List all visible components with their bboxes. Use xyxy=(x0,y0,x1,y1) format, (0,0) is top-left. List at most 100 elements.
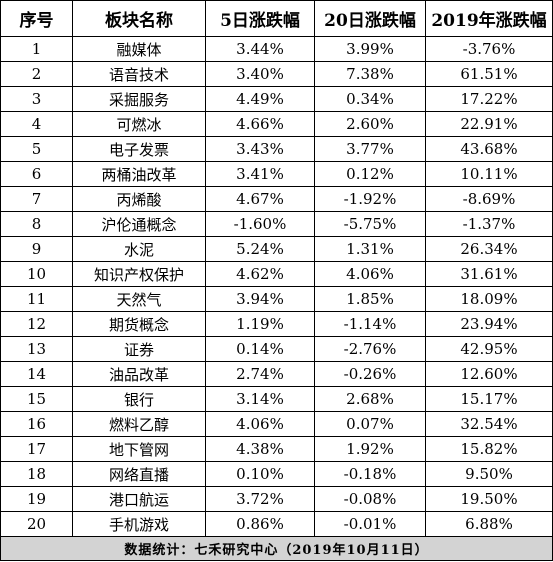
cell-sector-name: 两桶油改革 xyxy=(72,161,206,187)
cell-sector-name: 银行 xyxy=(72,386,206,412)
cell-sector-name: 沪伦通概念 xyxy=(72,211,206,237)
cell-sector-name: 水泥 xyxy=(72,236,206,262)
cell-2019-change: 18.09% xyxy=(425,286,553,312)
cell-2019-change: 10.11% xyxy=(425,161,553,187)
cell-index: 9 xyxy=(0,236,73,262)
header-index: 序号 xyxy=(0,0,73,37)
cell-sector-name: 期货概念 xyxy=(72,311,206,337)
cell-20day-change: 3.99% xyxy=(314,36,426,62)
cell-index: 7 xyxy=(0,186,73,212)
table-row: 1 融媒体 3.44% 3.99% -3.76% xyxy=(0,36,553,62)
table-row: 18 网络直播 0.10% -0.18% 9.50% xyxy=(0,461,553,487)
cell-2019-change: 61.51% xyxy=(425,61,553,87)
cell-sector-name: 天然气 xyxy=(72,286,206,312)
cell-5day-change: 4.67% xyxy=(205,186,315,212)
table-row: 12 期货概念 1.19% -1.14% 23.94% xyxy=(0,311,553,337)
table-row: 19 港口航运 3.72% -0.08% 19.50% xyxy=(0,486,553,512)
cell-2019-change: 42.95% xyxy=(425,336,553,362)
cell-5day-change: 0.10% xyxy=(205,461,315,487)
cell-5day-change: 3.14% xyxy=(205,386,315,412)
cell-2019-change: -3.76% xyxy=(425,36,553,62)
table-row: 14 油品改革 2.74% -0.26% 12.60% xyxy=(0,361,553,387)
header-row: 序号 板块名称 5日涨跌幅 20日涨跌幅 2019年涨跌幅 xyxy=(0,0,553,37)
header-5day-change: 5日涨跌幅 xyxy=(205,0,315,37)
cell-20day-change: 0.07% xyxy=(314,411,426,437)
cell-5day-change: 3.44% xyxy=(205,36,315,62)
cell-5day-change: 4.66% xyxy=(205,111,315,137)
cell-2019-change: 22.91% xyxy=(425,111,553,137)
cell-sector-name: 手机游戏 xyxy=(72,511,206,537)
cell-2019-change: 15.17% xyxy=(425,386,553,412)
cell-2019-change: 6.88% xyxy=(425,511,553,537)
cell-2019-change: 32.54% xyxy=(425,411,553,437)
cell-5day-change: 3.41% xyxy=(205,161,315,187)
cell-sector-name: 可燃冰 xyxy=(72,111,206,137)
cell-5day-change: 2.74% xyxy=(205,361,315,387)
cell-2019-change: -1.37% xyxy=(425,211,553,237)
cell-sector-name: 网络直播 xyxy=(72,461,206,487)
cell-index: 19 xyxy=(0,486,73,512)
cell-sector-name: 地下管网 xyxy=(72,436,206,462)
footer-row: 数据统计：七禾研究中心（2019年10月11日） xyxy=(0,536,553,561)
table-row: 15 银行 3.14% 2.68% 15.17% xyxy=(0,386,553,412)
cell-20day-change: 0.12% xyxy=(314,161,426,187)
cell-20day-change: -1.92% xyxy=(314,186,426,212)
cell-2019-change: 43.68% xyxy=(425,136,553,162)
cell-2019-change: 23.94% xyxy=(425,311,553,337)
cell-index: 20 xyxy=(0,511,73,537)
cell-index: 2 xyxy=(0,61,73,87)
header-2019-change: 2019年涨跌幅 xyxy=(425,0,553,37)
table-row: 11 天然气 3.94% 1.85% 18.09% xyxy=(0,286,553,312)
table-row: 8 沪伦通概念 -1.60% -5.75% -1.37% xyxy=(0,211,553,237)
cell-index: 12 xyxy=(0,311,73,337)
table-row: 4 可燃冰 4.66% 2.60% 22.91% xyxy=(0,111,553,137)
cell-index: 4 xyxy=(0,111,73,137)
cell-5day-change: 3.43% xyxy=(205,136,315,162)
cell-index: 10 xyxy=(0,261,73,287)
cell-index: 5 xyxy=(0,136,73,162)
cell-index: 13 xyxy=(0,336,73,362)
cell-20day-change: 7.38% xyxy=(314,61,426,87)
cell-20day-change: 0.34% xyxy=(314,86,426,112)
cell-sector-name: 知识产权保护 xyxy=(72,261,206,287)
cell-index: 15 xyxy=(0,386,73,412)
cell-sector-name: 采掘服务 xyxy=(72,86,206,112)
cell-2019-change: 17.22% xyxy=(425,86,553,112)
header-20day-change: 20日涨跌幅 xyxy=(314,0,426,37)
cell-5day-change: 4.38% xyxy=(205,436,315,462)
cell-2019-change: -8.69% xyxy=(425,186,553,212)
data-source-note: 数据统计：七禾研究中心（2019年10月11日） xyxy=(0,536,553,561)
cell-index: 8 xyxy=(0,211,73,237)
cell-2019-change: 31.61% xyxy=(425,261,553,287)
cell-sector-name: 证券 xyxy=(72,336,206,362)
cell-2019-change: 19.50% xyxy=(425,486,553,512)
cell-sector-name: 燃料乙醇 xyxy=(72,411,206,437)
table-row: 10 知识产权保护 4.62% 4.06% 31.61% xyxy=(0,261,553,287)
cell-20day-change: 1.85% xyxy=(314,286,426,312)
table-row: 9 水泥 5.24% 1.31% 26.34% xyxy=(0,236,553,262)
cell-5day-change: 3.40% xyxy=(205,61,315,87)
cell-sector-name: 油品改革 xyxy=(72,361,206,387)
cell-sector-name: 语音技术 xyxy=(72,61,206,87)
cell-5day-change: 4.62% xyxy=(205,261,315,287)
table-row: 6 两桶油改革 3.41% 0.12% 10.11% xyxy=(0,161,553,187)
cell-20day-change: -2.76% xyxy=(314,336,426,362)
cell-sector-name: 丙烯酸 xyxy=(72,186,206,212)
cell-2019-change: 9.50% xyxy=(425,461,553,487)
cell-5day-change: 3.94% xyxy=(205,286,315,312)
cell-20day-change: 3.77% xyxy=(314,136,426,162)
cell-index: 18 xyxy=(0,461,73,487)
table-row: 3 采掘服务 4.49% 0.34% 17.22% xyxy=(0,86,553,112)
cell-20day-change: 4.06% xyxy=(314,261,426,287)
cell-20day-change: -0.08% xyxy=(314,486,426,512)
cell-sector-name: 电子发票 xyxy=(72,136,206,162)
table-row: 20 手机游戏 0.86% -0.01% 6.88% xyxy=(0,511,553,537)
cell-index: 11 xyxy=(0,286,73,312)
cell-2019-change: 12.60% xyxy=(425,361,553,387)
table-row: 5 电子发票 3.43% 3.77% 43.68% xyxy=(0,136,553,162)
cell-5day-change: 4.49% xyxy=(205,86,315,112)
cell-5day-change: 0.86% xyxy=(205,511,315,537)
cell-index: 14 xyxy=(0,361,73,387)
cell-20day-change: 2.60% xyxy=(314,111,426,137)
